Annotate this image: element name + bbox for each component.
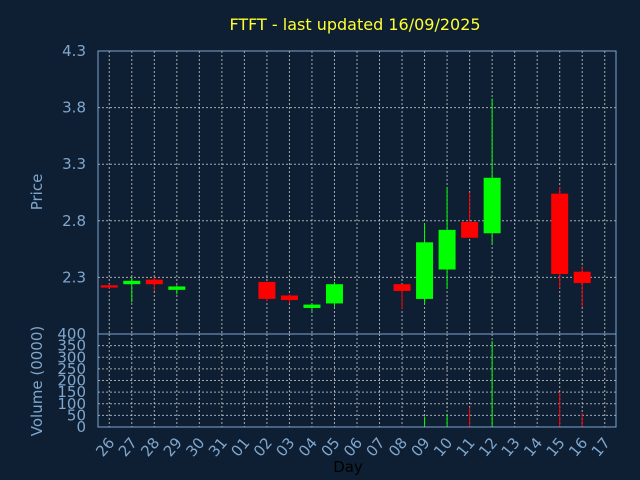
candle-02 [258, 281, 276, 302]
volume-bar-10 [446, 414, 448, 427]
volume-bar-16 [581, 413, 583, 427]
candle-body [325, 284, 343, 304]
candle-15 [551, 186, 569, 289]
price-tick-label: 3.8 [62, 99, 86, 117]
candle-body [393, 284, 411, 291]
price-tick-label: 2.8 [62, 212, 86, 230]
candle-05 [325, 281, 343, 307]
price-axis-label: Price [28, 174, 46, 211]
volume-tick-label: 200 [57, 372, 86, 390]
price-y-ticks: 4.3 3.8 3.3 2.8 2.3 [62, 42, 86, 286]
candle-12 [483, 98, 501, 244]
candle-29 [168, 285, 186, 295]
candle-09 [416, 223, 434, 305]
price-tick-label: 3.3 [62, 155, 86, 173]
volume-tick-label: 150 [57, 383, 86, 401]
price-tick-label: 2.3 [62, 268, 86, 286]
candle-body [123, 280, 141, 285]
volume-bar-11 [469, 407, 471, 427]
volume-tick-label: 0 [76, 418, 86, 436]
volume-tick-label: 300 [57, 348, 86, 366]
x-axis-label: Day [333, 458, 363, 476]
volume-bar-08 [401, 425, 403, 427]
volume-tick-label: 350 [57, 337, 86, 355]
candle-body [461, 221, 479, 238]
candle-16 [573, 266, 591, 307]
candle-body [483, 177, 501, 234]
volume-bar-15 [559, 392, 561, 427]
candle-08 [393, 284, 411, 310]
candle-28 [145, 277, 163, 291]
candle-body [258, 281, 276, 299]
candle-body [280, 295, 298, 301]
candles [100, 98, 591, 312]
volume-tick-label: 400 [57, 325, 86, 343]
candle-body [100, 285, 118, 288]
candle-body [168, 286, 186, 290]
volume-tick-label: 250 [57, 360, 86, 378]
candle-11 [461, 192, 479, 238]
volume-axis-label: Volume (0000) [28, 326, 46, 436]
volume-bar-09 [424, 416, 426, 427]
candle-26 [100, 284, 118, 289]
x-ticks: 2627282930310102030405060708091011121314… [92, 434, 614, 460]
candle-body [551, 193, 569, 275]
volume-tick-label: 50 [67, 406, 86, 424]
candle-body [573, 271, 591, 284]
candle-04 [303, 303, 321, 312]
candle-body [416, 242, 434, 299]
volume-bar-12 [491, 340, 493, 427]
candle-03 [280, 294, 298, 304]
volume-panel-frame [97, 333, 617, 428]
candle-body [303, 304, 321, 308]
candle-body [145, 279, 163, 285]
candle-10 [438, 186, 456, 289]
volume-tick-label: 100 [57, 395, 86, 413]
candle-27 [123, 277, 141, 303]
price-tick-label: 4.3 [62, 42, 86, 60]
chart-title: FTFT - last updated 16/09/2025 [229, 15, 480, 34]
candle-body [438, 229, 456, 270]
